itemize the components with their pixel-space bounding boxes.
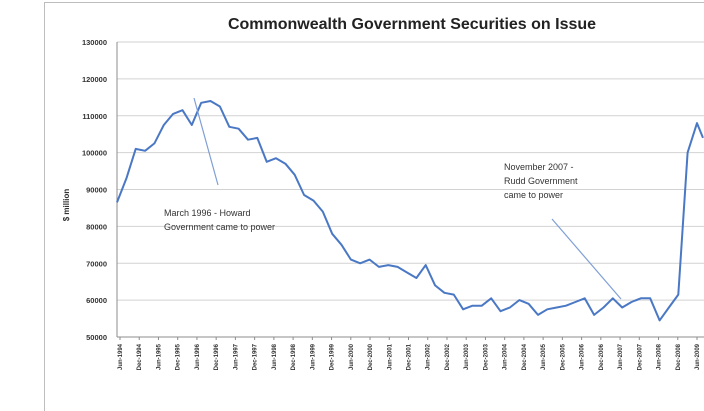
x-tick-label: Dec-2005: [560, 343, 566, 370]
x-tick-label: Jun-2006: [580, 343, 586, 370]
annotation-howard-line-1: March 1996 - Howard: [164, 208, 251, 218]
y-axis-label: $ million: [62, 189, 71, 222]
x-tick-label: Jun-2009: [695, 343, 701, 370]
annotation-arrow-rudd: [551, 218, 622, 300]
x-tick-label: Jun-1995: [156, 343, 162, 370]
x-tick-label: Dec-2007: [637, 343, 643, 370]
chart-frame: [44, 2, 704, 411]
x-tick-label: Dec-2002: [445, 343, 451, 370]
y-tick-label: 110000: [82, 112, 107, 121]
x-tick-label: Dec-2008: [676, 343, 682, 370]
x-tick-label: Dec-1998: [291, 343, 297, 370]
x-tick-label: Dec-2000: [368, 343, 374, 370]
axis-layer: [116, 42, 704, 338]
x-tick-label: Dec-2003: [483, 343, 489, 370]
x-tick-label: Dec-2004: [522, 343, 528, 370]
x-tick-label: Jun-2008: [657, 343, 663, 370]
x-tick-label: Jun-2007: [618, 343, 624, 370]
x-tick-label: Jun-1998: [272, 343, 278, 370]
x-tick-label: Jun-2003: [464, 343, 470, 370]
x-tick-label: Dec-1995: [176, 343, 182, 370]
x-tick-label: Jun-1996: [195, 343, 201, 370]
series-line: [116, 100, 704, 322]
annotation-rudd-line-1: November 2007 -: [504, 162, 574, 172]
x-tick-label: Jun-2002: [426, 343, 432, 370]
y-tick-label: 130000: [82, 38, 107, 47]
x-tick-label: Dec-1996: [214, 343, 220, 370]
y-tick-label: 60000: [86, 296, 107, 305]
x-tick-label: Dec-1997: [253, 343, 259, 370]
y-tick-label: 70000: [86, 259, 107, 268]
x-tick-label: Jun-1999: [310, 343, 316, 370]
x-tick-label: Dec-1994: [137, 343, 143, 370]
y-tick-label: 50000: [86, 333, 107, 342]
y-tick-labels: 50000 60000 70000 80000 90000 100000 110000 120…: [82, 38, 107, 342]
annotation-rudd-line-3: came to power: [504, 190, 563, 200]
chart-title: Commonwealth Government Securities on Is…: [228, 16, 596, 33]
x-tick-label: Dec-1999: [330, 343, 336, 370]
y-tick-label: 90000: [86, 186, 107, 195]
x-tick-label: Jun-1997: [233, 343, 239, 370]
y-tick-label: 80000: [86, 222, 107, 231]
x-tick-label: Jun-2000: [349, 343, 355, 370]
annotation-arrow-howard: [193, 97, 219, 186]
x-tick-label: Dec-2006: [599, 343, 605, 370]
y-tick-label: 120000: [82, 75, 107, 84]
x-tick-label: Dec-2001: [407, 343, 413, 370]
y-tick-label: 100000: [82, 149, 107, 158]
x-tick-label: Jun-2001: [387, 343, 393, 370]
x-tick-label: Jun-1994: [118, 343, 124, 370]
x-tick-label: Jun-2004: [503, 343, 509, 370]
annotation-howard-line-2: Government came to power: [164, 222, 275, 232]
x-tick-labels: Jun-1994 Dec-1994 Jun-1995 Dec-1995 Jun-1996…: [118, 337, 701, 370]
annotation-rudd-line-2: Rudd Government: [504, 176, 578, 186]
x-tick-label: Jun-2005: [541, 343, 547, 370]
